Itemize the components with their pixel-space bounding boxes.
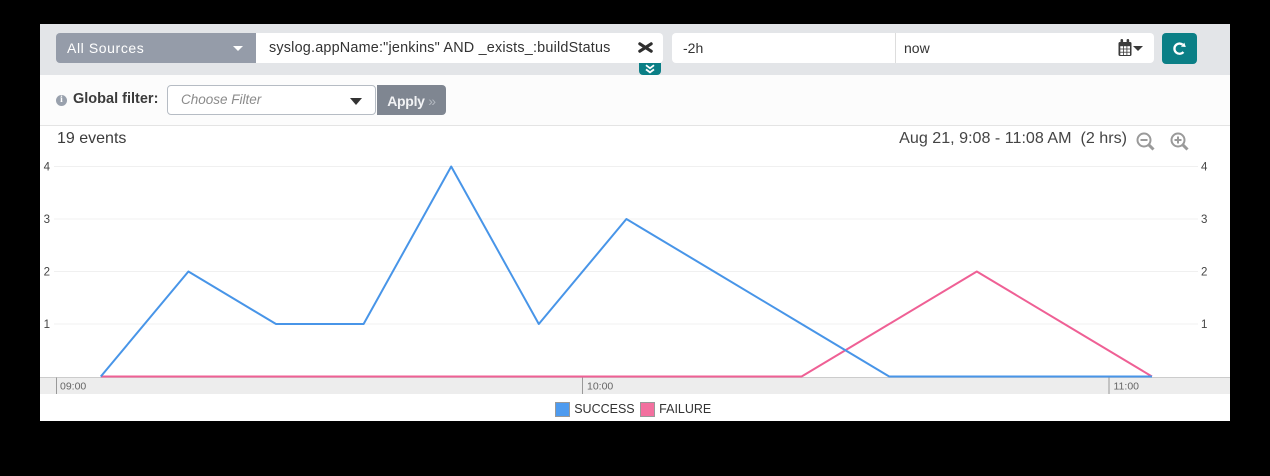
svg-text:2: 2 <box>44 267 50 279</box>
svg-text:09:00: 09:00 <box>60 381 86 393</box>
svg-text:10:00: 10:00 <box>587 381 613 393</box>
svg-text:4: 4 <box>1201 162 1208 174</box>
svg-text:1: 1 <box>44 319 50 331</box>
svg-text:11:00: 11:00 <box>1114 381 1140 393</box>
svg-text:2: 2 <box>1201 267 1207 279</box>
svg-text:3: 3 <box>1201 214 1207 226</box>
svg-text:3: 3 <box>44 214 50 226</box>
svg-text:4: 4 <box>44 162 51 174</box>
svg-text:1: 1 <box>1201 319 1207 331</box>
